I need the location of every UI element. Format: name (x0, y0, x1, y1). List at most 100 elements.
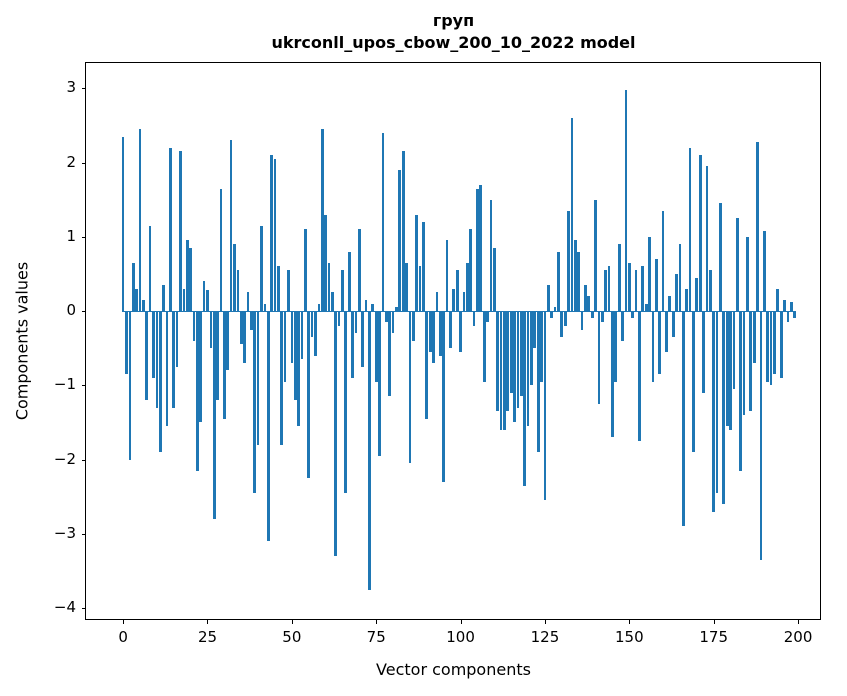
bar (455, 270, 459, 312)
bar (668, 296, 672, 312)
bar (304, 229, 307, 312)
bar (469, 229, 473, 312)
bar (654, 259, 658, 312)
bar (695, 277, 699, 312)
y-tick-mark (82, 88, 86, 90)
y-tick-label: 3 (66, 78, 76, 97)
bar (722, 311, 726, 505)
y-tick-label: 2 (66, 152, 76, 171)
bar (665, 311, 668, 352)
bar (526, 311, 530, 427)
bar (209, 311, 213, 349)
bar (543, 311, 547, 501)
bar (746, 236, 749, 312)
bar (533, 311, 537, 349)
bar (391, 311, 395, 334)
bar (786, 311, 790, 323)
bar (175, 311, 179, 367)
y-tick-label: −3 (53, 523, 76, 542)
bar (246, 292, 250, 312)
bar (445, 240, 449, 312)
bar (422, 221, 425, 312)
bar (705, 166, 709, 312)
bar (759, 311, 763, 560)
bar (513, 311, 516, 423)
y-tick-label: −1 (53, 375, 76, 394)
bar (779, 311, 783, 378)
bar (462, 292, 466, 312)
plot-area (86, 63, 821, 620)
bar (162, 285, 165, 312)
bar (719, 203, 722, 312)
bar (476, 188, 479, 312)
bar (438, 311, 442, 356)
bar (516, 311, 520, 408)
bar (783, 299, 786, 312)
x-tick-mark (798, 620, 800, 624)
bar (729, 311, 732, 430)
bar (459, 311, 462, 352)
bar (384, 311, 388, 323)
bar (425, 311, 429, 419)
bar (560, 311, 564, 338)
bar (712, 311, 716, 512)
bar (793, 311, 796, 319)
chart-subtitle: ukrconll_upos_cbow_200_10_2022 model (271, 33, 636, 52)
bar (368, 311, 371, 590)
bar (536, 311, 540, 453)
bar (223, 311, 226, 419)
bar (263, 303, 267, 312)
bar (499, 311, 503, 430)
bar (165, 311, 169, 427)
bar (685, 288, 689, 312)
bar (766, 311, 770, 382)
bar (273, 158, 277, 312)
bar (196, 311, 199, 471)
bar (678, 244, 682, 312)
bar (277, 266, 280, 312)
bar (253, 311, 257, 493)
bar (479, 184, 483, 312)
y-tick-label: −4 (53, 598, 76, 617)
bar (584, 285, 587, 312)
bar (199, 311, 203, 423)
bar (182, 288, 186, 312)
bar (563, 311, 567, 326)
plot-border (85, 62, 821, 620)
y-tick-mark (82, 311, 86, 313)
bar (489, 199, 493, 312)
bar (681, 311, 685, 527)
bar (192, 311, 196, 341)
bar (206, 290, 209, 312)
bar (749, 311, 753, 412)
bar (550, 311, 554, 319)
zero-line (121, 311, 797, 313)
bar (131, 262, 135, 312)
bar (179, 151, 182, 312)
bar (624, 89, 628, 312)
bar (631, 311, 635, 319)
bar (553, 307, 557, 312)
y-tick-mark (82, 608, 86, 610)
bar (172, 311, 176, 408)
bar (135, 288, 138, 312)
x-tick-label: 50 (282, 628, 302, 646)
bar (580, 311, 584, 330)
bar (742, 311, 746, 416)
bar (692, 311, 695, 453)
bar (523, 311, 527, 486)
bar (540, 311, 543, 382)
bar (503, 311, 506, 430)
x-tick-mark (123, 620, 125, 624)
bar (570, 117, 574, 312)
bar (671, 311, 675, 338)
bar (509, 311, 513, 393)
bar (617, 244, 621, 312)
bar (607, 266, 611, 312)
bar (341, 270, 344, 312)
bar (465, 262, 469, 312)
bar (435, 292, 439, 312)
bar (128, 311, 132, 460)
bar (614, 311, 618, 382)
bar (280, 311, 284, 445)
